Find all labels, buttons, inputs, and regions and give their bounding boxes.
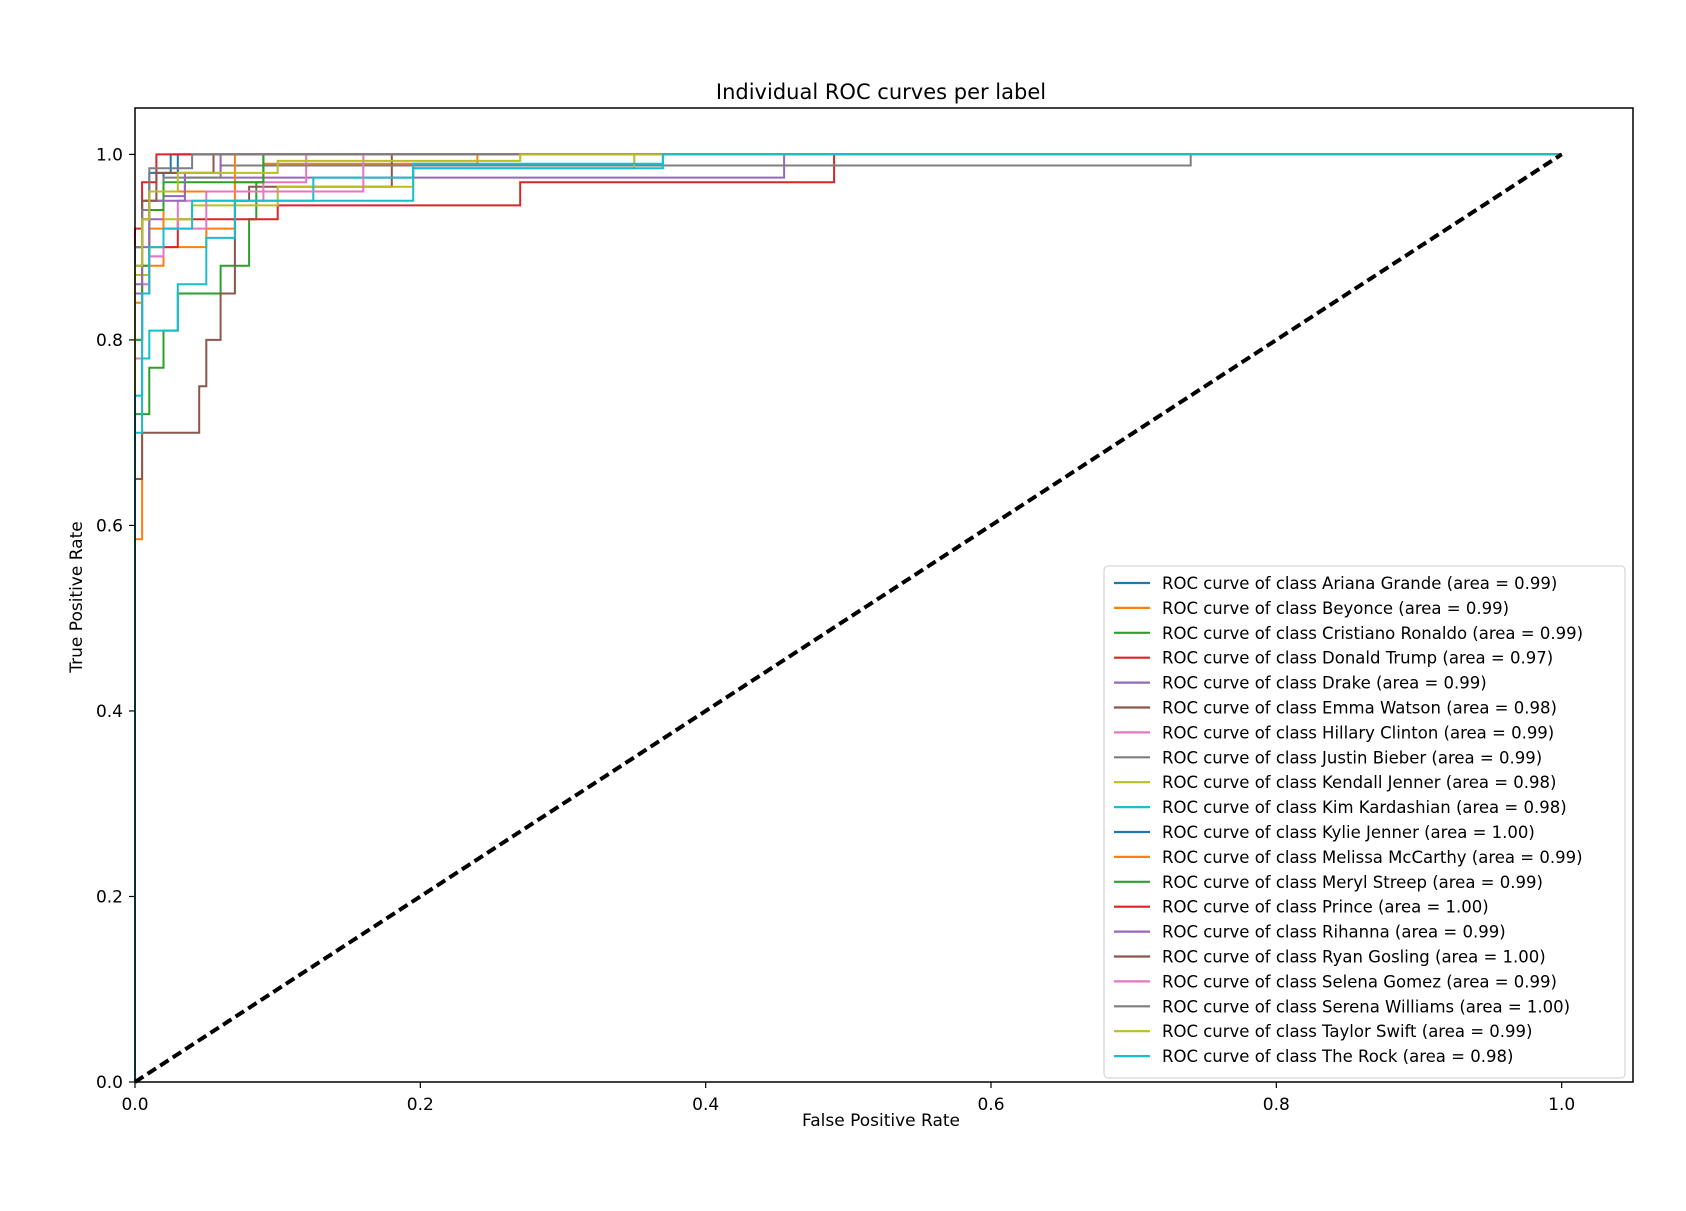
legend-entry-label: ROC curve of class Cristiano Ronaldo (ar… bbox=[1162, 624, 1583, 643]
legend-entry-label: ROC curve of class Rihanna (area = 0.99) bbox=[1162, 923, 1506, 942]
y-tick-label: 1.0 bbox=[96, 145, 123, 165]
legend-box bbox=[1103, 565, 1626, 1079]
x-tick-label: 0.0 bbox=[121, 1095, 148, 1115]
legend-entry-label: ROC curve of class Ariana Grande (area =… bbox=[1162, 574, 1557, 593]
axes-frame bbox=[134, 107, 1634, 1083]
y-tick-label: 0.6 bbox=[96, 516, 123, 536]
y-tick-label: 0.8 bbox=[96, 331, 123, 351]
legend-entry-label: ROC curve of class Ryan Gosling (area = … bbox=[1162, 948, 1546, 967]
legend-entry-label: ROC curve of class Hillary Clinton (area… bbox=[1162, 723, 1554, 742]
legend-entry-label: ROC curve of class Beyonce (area = 0.99) bbox=[1162, 599, 1509, 618]
legend-entry-label: ROC curve of class Kylie Jenner (area = … bbox=[1162, 823, 1535, 842]
x-tick-label: 0.8 bbox=[1263, 1095, 1290, 1115]
legend-entry-label: ROC curve of class Emma Watson (area = 0… bbox=[1162, 699, 1557, 718]
y-axis-label: True Positive Rate bbox=[67, 521, 87, 673]
legend-entry-label: ROC curve of class Kendall Jenner (area … bbox=[1162, 773, 1557, 792]
x-tick-label: 1.0 bbox=[1548, 1095, 1575, 1115]
roc-curves bbox=[134, 153, 1562, 1082]
legend-entry-label: ROC curve of class The Rock (area = 0.98… bbox=[1162, 1047, 1513, 1066]
x-tick-label: 0.6 bbox=[977, 1095, 1004, 1115]
x-axis-label: False Positive Rate bbox=[802, 1111, 960, 1131]
legend-entry-label: ROC curve of class Kim Kardashian (area … bbox=[1162, 798, 1567, 817]
chance-diagonal bbox=[133, 152, 1563, 1084]
y-tick-label: 0.4 bbox=[96, 702, 123, 722]
roc-curve-18 bbox=[134, 153, 1562, 1082]
x-tick-label: 0.4 bbox=[692, 1095, 719, 1115]
y-tick-label: 0.2 bbox=[96, 887, 123, 907]
legend-entry-label: ROC curve of class Drake (area = 0.99) bbox=[1162, 674, 1487, 693]
legend-entry-label: ROC curve of class Serena Williams (area… bbox=[1162, 997, 1570, 1016]
axis-ticks: 0.0 0.2 0.4 0.6 0.8 1.0 0.0 0.2 0.4 0.6 0.8 1.0 bbox=[96, 145, 1575, 1115]
axes-border bbox=[134, 107, 1634, 1083]
legend: ROC curve of class Ariana Grande (area =… bbox=[1103, 565, 1626, 1079]
legend-entry-label: ROC curve of class Melissa McCarthy (are… bbox=[1162, 848, 1583, 867]
x-tick-label: 0.2 bbox=[407, 1095, 434, 1115]
legend-entry-label: ROC curve of class Prince (area = 1.00) bbox=[1162, 898, 1489, 917]
roc-curve-19 bbox=[134, 153, 1562, 1082]
chart-title: Individual ROC curves per label bbox=[716, 80, 1046, 104]
y-tick-label: 0.0 bbox=[96, 1073, 123, 1093]
legend-entry-label: ROC curve of class Meryl Streep (area = … bbox=[1162, 873, 1543, 892]
legend-entry-label: ROC curve of class Selena Gomez (area = … bbox=[1162, 972, 1557, 991]
legend-entry-label: ROC curve of class Donald Trump (area = … bbox=[1162, 649, 1553, 668]
legend-entry-label: ROC curve of class Justin Bieber (area =… bbox=[1162, 748, 1542, 767]
diagonal-line bbox=[133, 152, 1563, 1084]
legend-entry-label: ROC curve of class Taylor Swift (area = … bbox=[1162, 1022, 1533, 1041]
